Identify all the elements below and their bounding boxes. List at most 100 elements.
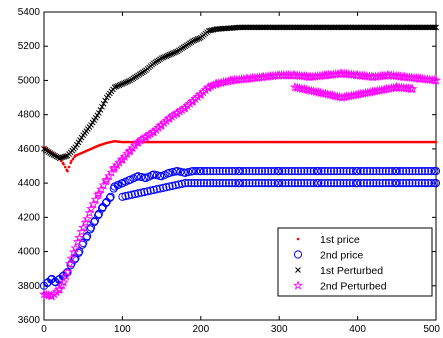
dot-point — [66, 169, 69, 173]
circle-point — [287, 167, 296, 176]
circle-point — [196, 179, 205, 188]
circle-point — [173, 167, 182, 176]
dot-point — [69, 161, 72, 165]
x-point — [196, 35, 203, 42]
x-point — [172, 49, 179, 55]
circle-point — [242, 167, 251, 176]
star-point — [93, 188, 104, 198]
x-point — [100, 100, 107, 107]
legend-entry: 2nd Perturbed — [292, 280, 387, 293]
circle-point — [146, 186, 155, 195]
circle-point — [231, 167, 240, 176]
circle-point — [359, 179, 368, 188]
star-point — [90, 194, 101, 204]
circle-point — [221, 167, 230, 176]
circle-point — [287, 179, 296, 188]
circle-point — [106, 192, 115, 201]
circle-point — [196, 167, 205, 176]
x-point — [165, 52, 171, 59]
circle-point — [75, 247, 84, 256]
circle-point — [333, 179, 342, 188]
circle-point — [405, 167, 414, 176]
x-tick-label: 500 — [423, 324, 440, 335]
circle-point — [329, 167, 339, 176]
legend-marker-star — [292, 280, 304, 290]
circle-point — [177, 179, 187, 188]
circle-point — [375, 179, 384, 188]
x-axis: 0 100 200 300 400 500 — [41, 12, 440, 335]
circle-point — [270, 167, 279, 176]
circle-point — [314, 167, 323, 176]
circle-point — [392, 167, 401, 176]
circle-point — [290, 167, 299, 176]
circle-point — [199, 167, 209, 176]
circle-point — [366, 179, 375, 188]
circle-point — [369, 167, 378, 176]
circle-point — [228, 179, 237, 188]
circle-point — [165, 182, 174, 191]
circle-point — [168, 168, 177, 177]
circle-point — [336, 167, 345, 176]
circle-point — [176, 167, 185, 176]
circle-point — [306, 167, 315, 176]
circle-point — [323, 179, 332, 188]
star-point — [66, 253, 77, 263]
circle-point — [70, 255, 79, 264]
circle-point — [320, 167, 329, 176]
series-star — [38, 68, 442, 301]
circle-point — [133, 189, 143, 198]
x-point — [125, 78, 132, 84]
circle-point — [74, 248, 83, 258]
circle-point — [199, 179, 209, 188]
circle-point — [137, 172, 146, 182]
circle-point — [317, 167, 326, 176]
circle-point — [427, 167, 436, 176]
circle-point — [254, 167, 263, 176]
star-point — [430, 75, 442, 85]
circle-point — [127, 190, 136, 199]
circle-point — [275, 167, 284, 176]
x-point — [124, 78, 130, 85]
circle-point — [414, 179, 423, 188]
circle-point — [323, 167, 332, 176]
circle-point — [398, 167, 408, 176]
dot-point — [62, 162, 65, 166]
circle-point — [101, 198, 111, 208]
dot-point — [434, 140, 438, 144]
circle-point — [392, 179, 401, 188]
legend-entry: 1st price — [296, 234, 360, 246]
x-point — [161, 53, 168, 60]
circle-point — [284, 179, 293, 188]
y-tick-label: 5200 — [18, 41, 41, 52]
circle-point — [184, 179, 193, 188]
circle-point — [165, 168, 174, 177]
circle-point — [398, 179, 408, 188]
circle-point — [267, 167, 276, 176]
circle-point — [191, 167, 201, 176]
circle-point — [431, 179, 441, 188]
circle-point — [248, 167, 257, 176]
x-point — [53, 153, 60, 160]
y-tick-label: 5000 — [18, 75, 41, 86]
circle-point — [427, 179, 436, 188]
legend-label: 1st Perturbed — [320, 265, 383, 277]
x-point — [431, 24, 438, 31]
circle-point — [408, 179, 417, 188]
circle-point — [46, 275, 56, 284]
y-tick-label: 3600 — [18, 315, 41, 326]
circle-point — [124, 191, 133, 200]
circle-point — [395, 179, 405, 188]
circle-point — [254, 179, 263, 188]
x-point — [171, 49, 177, 56]
circle-point — [293, 167, 303, 176]
y-tick-label: 4400 — [18, 178, 41, 189]
circle-point — [353, 179, 362, 188]
circle-point — [140, 187, 149, 197]
circle-point — [402, 179, 411, 188]
x-point — [96, 110, 102, 116]
circle-point — [235, 179, 245, 188]
circle-point — [152, 171, 161, 180]
dot-point — [67, 165, 71, 169]
circle-point — [356, 167, 365, 176]
star-point — [111, 159, 122, 170]
